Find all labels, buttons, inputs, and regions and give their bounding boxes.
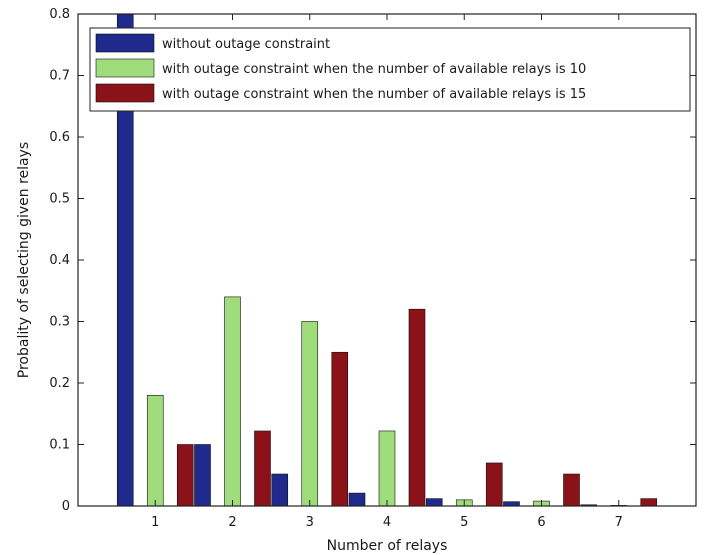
legend-swatch [95, 83, 155, 103]
bar-series-3-cat-7 [640, 498, 658, 507]
x-tick-label: 5 [460, 515, 468, 530]
legend-label: with outage constraint when the number o… [162, 87, 586, 102]
x-axis: 1 2 3 4 5 6 7 [151, 14, 623, 530]
bar-series-3-cat-6 [563, 473, 580, 507]
legend-label: without outage constraint [162, 37, 330, 52]
x-tick-label: 1 [151, 515, 159, 530]
y-tick-label: 0.6 [49, 130, 70, 145]
bar-series-2-cat-4 [378, 430, 396, 507]
x-tick-label: 7 [615, 515, 623, 530]
bar-series-1-cat-2 [194, 444, 211, 507]
bar-series-3-cat-3 [331, 351, 349, 507]
y-tick-label: 0.5 [49, 192, 70, 207]
bar-series-3-cat-5 [485, 462, 503, 507]
x-tick-label: 2 [228, 515, 236, 530]
bar-series-3-cat-1 [176, 444, 194, 507]
bar-series-2-cat-3 [301, 321, 319, 507]
bar-series-3-cat-4 [408, 308, 426, 507]
y-tick-label: 0 [62, 499, 70, 514]
x-axis-title: Number of relays [327, 538, 448, 554]
bar-series-1-cat-4 [348, 492, 366, 507]
legend-label: with outage constraint when the number o… [162, 62, 586, 77]
x-tick-label: 6 [537, 515, 545, 530]
bar-series-2-cat-1 [146, 394, 164, 507]
bar-series-1-cat-3 [271, 473, 289, 507]
y-tick-label: 0.3 [49, 315, 70, 330]
legend-swatch [95, 33, 155, 53]
y-tick-label: 0.1 [49, 438, 70, 453]
bar-series-3-cat-2 [254, 430, 271, 507]
x-tick-label: 4 [383, 515, 391, 530]
legend-swatch [95, 58, 155, 78]
bar-series-2-cat-2 [224, 296, 241, 507]
y-axis: 0 0.1 0.2 0.3 0.4 0.5 0.6 0.7 0.8 [49, 7, 696, 514]
bar-series-1-cat-5 [425, 498, 443, 507]
y-tick-label: 0.7 [49, 69, 70, 84]
legend: without outage constraint with outage con… [89, 27, 691, 112]
y-axis-title: Probality of selecting given relays [16, 142, 32, 378]
y-tick-label: 0.8 [49, 7, 70, 22]
y-tick-label: 0.4 [49, 253, 70, 268]
y-tick-label: 0.2 [49, 376, 70, 391]
legend-box [89, 27, 691, 112]
x-tick-label: 3 [306, 515, 314, 530]
bar-series-1-cat-6 [503, 501, 520, 507]
